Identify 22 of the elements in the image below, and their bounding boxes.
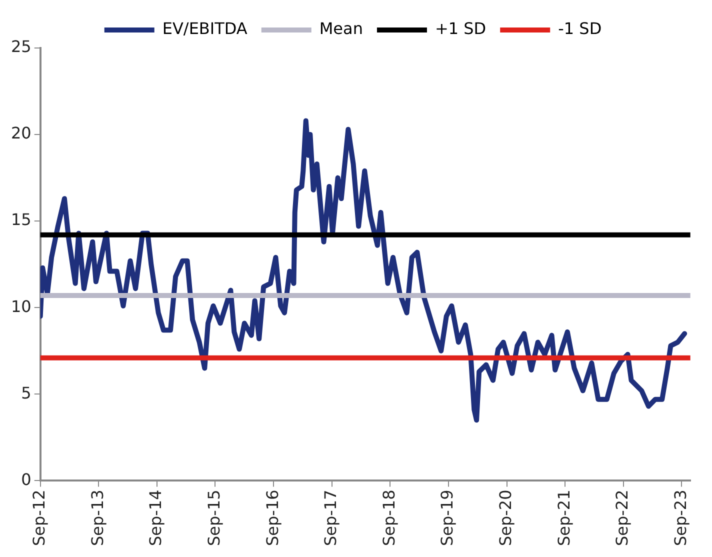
x-tick-label: Sep-14 [146,490,166,546]
x-tick-label: Sep-12 [30,490,49,546]
x-tick-label: Sep-13 [88,490,107,546]
legend-label: -1 SD [558,19,602,38]
x-tick-label: Sep-21 [554,490,574,546]
legend-label: EV/EBITDA [162,19,248,38]
legend-label: +1 SD [434,19,486,38]
x-tick-label: Sep-18 [379,490,398,546]
x-tick-label: Sep-15 [204,490,224,546]
y-tick-label: 10 [11,296,32,316]
y-tick-label: 5 [21,383,32,402]
y-tick-label: 0 [21,470,32,489]
y-tick-label: 25 [11,37,32,56]
x-tick-label: Sep-17 [321,490,340,546]
x-tick-label: Sep-20 [496,490,516,546]
legend-label: Mean [319,19,363,38]
x-tick-label: Sep-16 [262,490,282,546]
x-tick-label: Sep-23 [670,490,690,546]
y-tick-label: 20 [11,124,32,143]
x-tick-label: Sep-22 [612,490,632,546]
y-tick-label: 15 [11,210,32,230]
x-tick-label: Sep-19 [438,490,457,546]
